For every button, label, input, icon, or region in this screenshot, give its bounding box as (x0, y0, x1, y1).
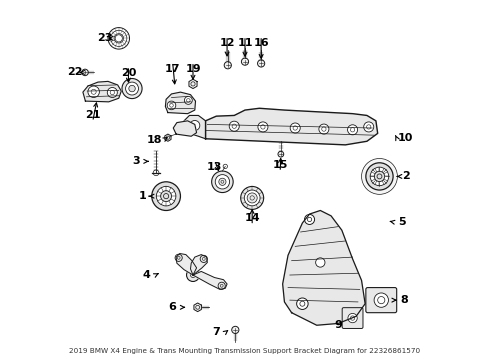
Text: 20: 20 (121, 68, 136, 78)
Circle shape (362, 158, 397, 194)
Circle shape (212, 171, 233, 193)
Circle shape (296, 298, 308, 310)
Circle shape (200, 255, 207, 262)
Circle shape (319, 124, 329, 134)
Circle shape (364, 122, 374, 132)
Circle shape (245, 190, 260, 206)
Polygon shape (191, 255, 207, 275)
Text: 15: 15 (272, 160, 288, 170)
Circle shape (187, 269, 199, 282)
Text: 16: 16 (253, 38, 269, 48)
Polygon shape (184, 116, 205, 139)
Text: 14: 14 (245, 213, 260, 223)
Text: 12: 12 (220, 38, 235, 48)
Polygon shape (83, 81, 122, 102)
Text: 23: 23 (97, 33, 112, 43)
FancyBboxPatch shape (342, 308, 363, 328)
Circle shape (122, 78, 142, 99)
Text: 18: 18 (147, 135, 162, 145)
Text: 4: 4 (143, 270, 150, 280)
Circle shape (88, 86, 99, 98)
Circle shape (108, 28, 129, 49)
Circle shape (374, 293, 389, 307)
Circle shape (224, 62, 231, 69)
Circle shape (152, 182, 180, 211)
Circle shape (229, 121, 239, 131)
Circle shape (347, 125, 358, 135)
Circle shape (290, 123, 300, 133)
Text: 1: 1 (139, 191, 147, 201)
Circle shape (129, 85, 135, 92)
Text: 3: 3 (132, 156, 140, 166)
Circle shape (156, 186, 176, 206)
Circle shape (219, 178, 226, 185)
Circle shape (175, 254, 182, 261)
Circle shape (374, 171, 385, 181)
Circle shape (258, 60, 265, 67)
Text: 21: 21 (85, 110, 100, 120)
Circle shape (304, 215, 315, 225)
Circle shape (223, 164, 227, 168)
Text: 2019 BMW X4 Engine & Trans Mounting Transmission Support Bracket Diagram for 223: 2019 BMW X4 Engine & Trans Mounting Tran… (70, 348, 420, 354)
Circle shape (190, 121, 200, 131)
Text: 2: 2 (402, 171, 410, 181)
Circle shape (374, 171, 385, 182)
Circle shape (125, 82, 139, 95)
Circle shape (366, 163, 393, 190)
Polygon shape (165, 134, 171, 141)
Text: 22: 22 (67, 67, 82, 77)
Polygon shape (166, 92, 196, 114)
Circle shape (366, 163, 393, 190)
Polygon shape (283, 211, 365, 325)
Text: 6: 6 (169, 302, 176, 312)
Text: 10: 10 (398, 133, 414, 143)
Circle shape (247, 193, 257, 203)
Circle shape (82, 69, 88, 76)
Text: 7: 7 (213, 327, 220, 337)
Circle shape (278, 151, 284, 157)
Text: 11: 11 (237, 38, 253, 48)
Circle shape (232, 326, 239, 333)
Polygon shape (176, 253, 196, 275)
Circle shape (242, 58, 248, 65)
Circle shape (316, 258, 325, 267)
Text: 13: 13 (207, 162, 222, 172)
Circle shape (167, 101, 176, 110)
Circle shape (370, 167, 389, 186)
Circle shape (161, 191, 171, 202)
Circle shape (348, 314, 357, 323)
Text: 8: 8 (401, 295, 409, 305)
Polygon shape (189, 79, 197, 89)
Text: 9: 9 (334, 320, 342, 330)
Polygon shape (173, 121, 196, 136)
Circle shape (369, 167, 389, 186)
Text: 17: 17 (165, 64, 180, 74)
Circle shape (107, 87, 117, 98)
Polygon shape (205, 108, 378, 145)
Circle shape (184, 96, 192, 104)
Circle shape (215, 175, 230, 189)
FancyBboxPatch shape (366, 288, 397, 313)
Circle shape (218, 282, 225, 289)
Polygon shape (193, 271, 227, 289)
Text: 5: 5 (398, 217, 406, 227)
Text: 19: 19 (185, 64, 201, 74)
Polygon shape (194, 303, 201, 312)
Circle shape (241, 186, 264, 210)
Circle shape (258, 122, 268, 132)
